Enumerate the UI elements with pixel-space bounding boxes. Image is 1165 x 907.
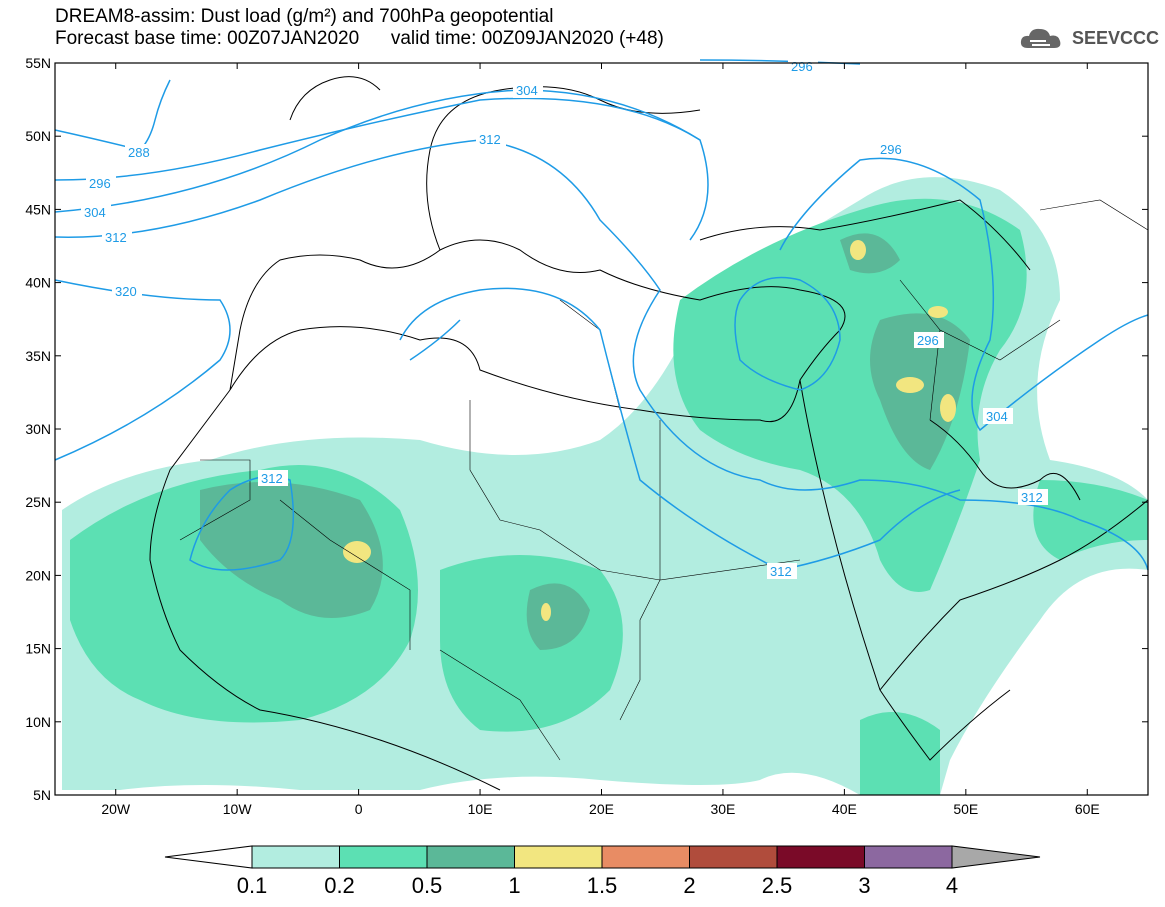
contour-label: 296 — [791, 59, 813, 74]
colorbar-over-arrow — [951, 845, 1041, 869]
title-base-time: Forecast base time: 00Z07JAN2020 — [55, 28, 360, 49]
colorbar-segment — [251, 845, 340, 869]
dust-region-dark — [200, 482, 383, 618]
dust-region-medium — [673, 198, 1027, 592]
lat-tick-label: 10N — [25, 714, 51, 730]
dust-region-high — [940, 394, 956, 422]
colorbar-label: 0.2 — [324, 873, 355, 898]
colorbar-under-arrow — [164, 845, 253, 869]
contour-label: 312 — [770, 564, 792, 579]
lon-tick-label: 10W — [223, 801, 253, 817]
lon-tick-label: 50E — [953, 801, 978, 817]
lat-tick-label: 55N — [25, 55, 51, 71]
dust-region-high — [343, 541, 371, 563]
colorbar-label: 4 — [946, 873, 958, 898]
dust-region-medium — [1033, 480, 1148, 560]
lat-tick-label: 30N — [25, 421, 51, 437]
lon-tick-label: 60E — [1075, 801, 1100, 817]
latitude-axis: 55N 50N 45N 40N 35N 30N 25N 20N 15N 10N 5N — [25, 55, 1148, 803]
colorbar-label: 2.5 — [762, 873, 793, 898]
lat-tick-label: 15N — [25, 641, 51, 657]
colorbar-segment — [601, 845, 690, 869]
colorbar-segment — [864, 845, 953, 869]
cloud-icon — [1020, 28, 1061, 48]
contour-label: 296 — [917, 333, 939, 348]
coastlines — [149, 76, 1149, 791]
colorbar: 0.1 0.2 0.5 1 1.5 2 2.5 3 4 — [164, 845, 1041, 898]
lat-tick-label: 50N — [25, 128, 51, 144]
lat-tick-label: 5N — [33, 787, 51, 803]
contour-label: 320 — [115, 284, 137, 299]
contour-label: 304 — [516, 83, 538, 98]
seevccc-logo: SEEVCCC — [1018, 24, 1159, 52]
dust-region-high — [850, 240, 866, 260]
dust-region-medium — [860, 712, 940, 795]
colorbar-segment — [776, 845, 865, 869]
lat-tick-label: 45N — [25, 201, 51, 217]
colorbar-segment — [514, 845, 603, 869]
colorbar-label: 0.5 — [412, 873, 443, 898]
dust-shading — [62, 177, 1148, 796]
lon-tick-label: 0 — [355, 801, 363, 817]
dust-region-high — [896, 377, 924, 393]
contour-label: 312 — [105, 230, 127, 245]
dust-region-high — [928, 306, 948, 318]
contour-label: 304 — [84, 205, 106, 220]
lon-tick-label: 10E — [468, 801, 493, 817]
colorbar-label: 1 — [508, 873, 520, 898]
lat-tick-label: 40N — [25, 275, 51, 291]
colorbar-segment — [426, 845, 515, 869]
lat-tick-label: 35N — [25, 348, 51, 364]
map-title: DREAM8-assim: Dust load (g/m²) and 700hP… — [55, 6, 664, 50]
geopotential-contours — [54, 59, 1149, 571]
contour-label: 288 — [128, 145, 150, 160]
dust-region-dark — [526, 583, 590, 650]
lat-tick-label: 20N — [25, 567, 51, 583]
colorbar-label: 1.5 — [587, 873, 618, 898]
lon-tick-label: 20W — [101, 801, 131, 817]
colorbar-label: 2 — [683, 873, 695, 898]
contour-label: 296 — [880, 142, 902, 157]
colorbar-segment — [339, 845, 428, 869]
lon-tick-label: 30E — [710, 801, 735, 817]
contour-label: 296 — [89, 176, 111, 191]
lat-tick-label: 25N — [25, 494, 51, 510]
logo-text: SEEVCCC — [1072, 27, 1160, 48]
longitude-axis: 20W 10W 0 10E 20E 30E 40E 50E 60E — [101, 63, 1100, 817]
contour-labels: 304 312 288 296 304 312 320 312 296 296 … — [81, 59, 1048, 579]
contour-label: 312 — [1021, 490, 1043, 505]
colorbar-segment — [689, 845, 778, 869]
lon-tick-label: 40E — [832, 801, 857, 817]
colorbar-label: 0.1 — [237, 873, 268, 898]
dust-region-high — [541, 603, 551, 621]
colorbar-label: 3 — [858, 873, 870, 898]
title-line-1: DREAM8-assim: Dust load (g/m²) and 700hP… — [55, 6, 554, 27]
title-valid-time: valid time: 00Z09JAN2020 (+48) — [390, 28, 664, 49]
contour-label: 304 — [986, 409, 1008, 424]
contour-label: 312 — [479, 132, 501, 147]
lon-tick-label: 20E — [589, 801, 614, 817]
contour-label: 312 — [261, 471, 283, 486]
